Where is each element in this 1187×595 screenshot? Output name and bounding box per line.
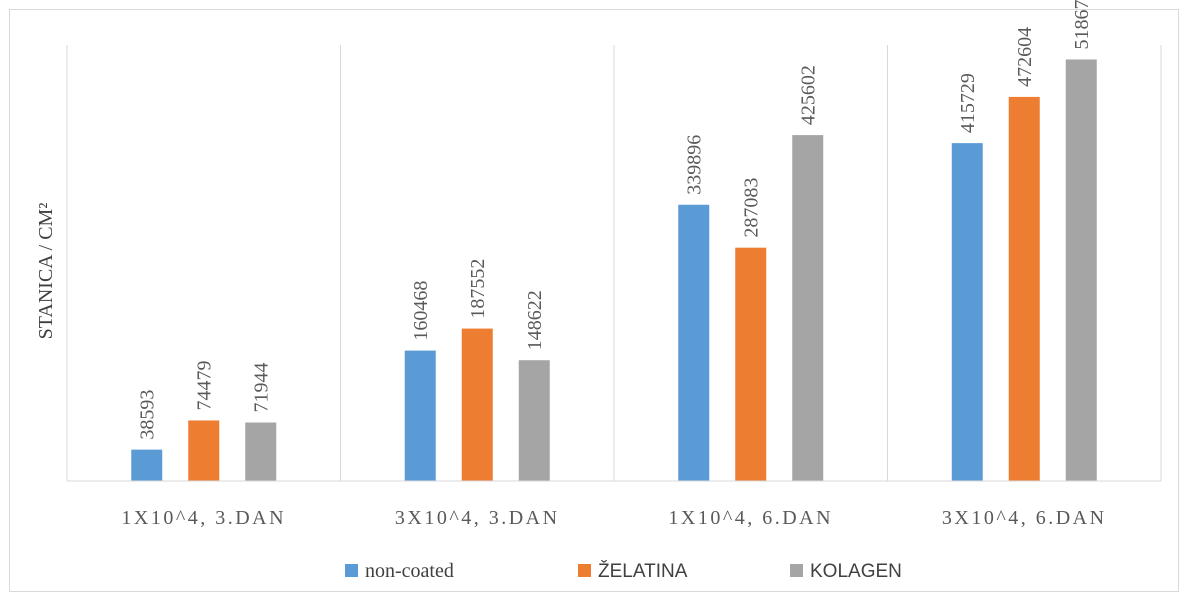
- bar: [1008, 96, 1040, 481]
- bar: [131, 449, 163, 481]
- bar: [404, 350, 436, 481]
- bar: [678, 204, 710, 481]
- legend-label: non-coated: [365, 560, 454, 582]
- legend-label: ŽELATINA: [598, 560, 688, 582]
- legend-swatch: [578, 564, 591, 577]
- data-label: 74479: [194, 360, 216, 410]
- data-label: 187552: [467, 259, 489, 319]
- bar: [792, 135, 824, 481]
- x-tick-label: 1X10^4, 6.DAN: [668, 507, 833, 529]
- bar: [188, 420, 220, 481]
- bar: [518, 360, 550, 481]
- bar: [461, 328, 493, 481]
- x-tick-label: 3X10^4, 3.DAN: [395, 507, 560, 529]
- data-label: 472604: [1014, 27, 1036, 87]
- legend-label: KOLAGEN: [810, 561, 902, 582]
- y-axis-label: STANICA / CM²: [35, 203, 57, 340]
- data-label: 415729: [957, 73, 979, 133]
- legend-swatch: [790, 564, 803, 577]
- data-label: 339896: [684, 135, 706, 195]
- data-label: 71944: [251, 363, 273, 413]
- data-label: 38593: [137, 390, 159, 440]
- data-label: 287083: [741, 178, 763, 238]
- bar: [951, 143, 983, 481]
- chart-frame: [9, 9, 1179, 592]
- bar: [735, 247, 767, 481]
- data-label: 518675: [1071, 0, 1093, 49]
- bar: [245, 422, 277, 481]
- x-tick-label: 3X10^4, 6.DAN: [942, 507, 1107, 529]
- bar: [1065, 59, 1097, 482]
- legend-swatch: [345, 564, 358, 577]
- x-tick-label: 1X10^4, 3.DAN: [121, 507, 286, 529]
- data-label: 425602: [798, 65, 820, 125]
- data-label: 160468: [410, 281, 432, 341]
- data-label: 148622: [524, 290, 546, 350]
